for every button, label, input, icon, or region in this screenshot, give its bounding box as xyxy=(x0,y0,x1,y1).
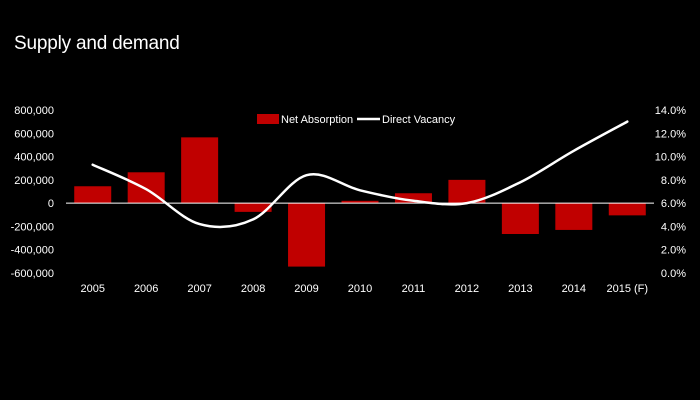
x-tick-label: 2014 xyxy=(562,283,586,295)
bar-2011 xyxy=(394,193,432,204)
x-tick-label: 2015 (F) xyxy=(606,283,648,295)
x-tick-label: 2012 xyxy=(455,283,479,295)
vacancy-point-2013 xyxy=(518,180,522,184)
bar-2009 xyxy=(288,203,326,267)
left-tick-label: -400,000 xyxy=(11,245,54,257)
vacancy-point-2012 xyxy=(465,201,469,205)
vacancy-point-2014 xyxy=(572,149,576,153)
left-tick-label: -600,000 xyxy=(11,268,54,280)
left-tick-label: 600,000 xyxy=(14,128,54,140)
x-axis: 2005 2006 2007 2008 2009 2010 2011 2012 2013 2014… xyxy=(80,283,648,295)
vacancy-point-2006 xyxy=(144,187,148,191)
x-tick-label: 2007 xyxy=(187,283,211,295)
legend-label-net-absorption: Net Absorption xyxy=(281,114,353,126)
vacancy-point-2015-f xyxy=(625,120,629,124)
left-tick-label: 0 xyxy=(48,198,54,210)
bar-2014 xyxy=(555,203,593,230)
vacancy-point-2007 xyxy=(198,222,202,226)
legend-label-direct-vacancy: Direct Vacancy xyxy=(382,114,456,126)
right-tick-label: 8.0% xyxy=(661,175,686,187)
legend-swatch-net-absorption xyxy=(257,114,279,124)
direct-vacancy-line-layer xyxy=(91,120,629,229)
right-tick-label: 4.0% xyxy=(661,221,686,233)
legend: Net Absorption Direct Vacancy xyxy=(257,114,456,126)
right-tick-label: 6.0% xyxy=(661,198,686,210)
bar-2012 xyxy=(448,179,486,204)
vacancy-point-2009 xyxy=(305,173,309,177)
net-absorption-bars xyxy=(74,137,646,267)
left-y-axis: 800,000 600,000 400,000 200,000 0 -200,000 -40… xyxy=(11,105,54,280)
right-tick-label: 10.0% xyxy=(655,152,686,164)
direct-vacancy-line xyxy=(91,120,629,229)
vacancy-point-2005 xyxy=(91,163,95,167)
x-tick-label: 2009 xyxy=(294,283,318,295)
bar-2015-f xyxy=(608,203,646,216)
vacancy-point-2010 xyxy=(358,188,362,192)
bar-2013 xyxy=(501,203,539,234)
left-tick-label: 400,000 xyxy=(14,152,54,164)
vacancy-point-2008 xyxy=(251,217,255,221)
x-tick-label: 2013 xyxy=(508,283,532,295)
x-tick-label: 2010 xyxy=(348,283,372,295)
right-tick-label: 2.0% xyxy=(661,245,686,257)
left-tick-label: 200,000 xyxy=(14,175,54,187)
chart-title: Supply and demand xyxy=(14,33,180,54)
right-tick-label: 14.0% xyxy=(655,105,686,117)
x-tick-label: 2005 xyxy=(80,283,104,295)
right-tick-label: 12.0% xyxy=(655,128,686,140)
bar-2010 xyxy=(341,200,379,204)
x-tick-label: 2006 xyxy=(134,283,158,295)
bar-2007 xyxy=(181,137,219,204)
right-y-axis: 14.0% 12.0% 10.0% 8.0% 6.0% 4.0% 2.0% 0.0% xyxy=(655,105,686,280)
x-tick-label: 2008 xyxy=(241,283,265,295)
x-tick-label: 2011 xyxy=(402,283,426,295)
left-tick-label: -200,000 xyxy=(11,221,54,233)
right-tick-label: 0.0% xyxy=(661,268,686,280)
bar-2008 xyxy=(234,203,272,212)
bar-2005 xyxy=(74,186,112,204)
vacancy-point-2011 xyxy=(411,199,415,203)
left-tick-label: 800,000 xyxy=(14,105,54,117)
